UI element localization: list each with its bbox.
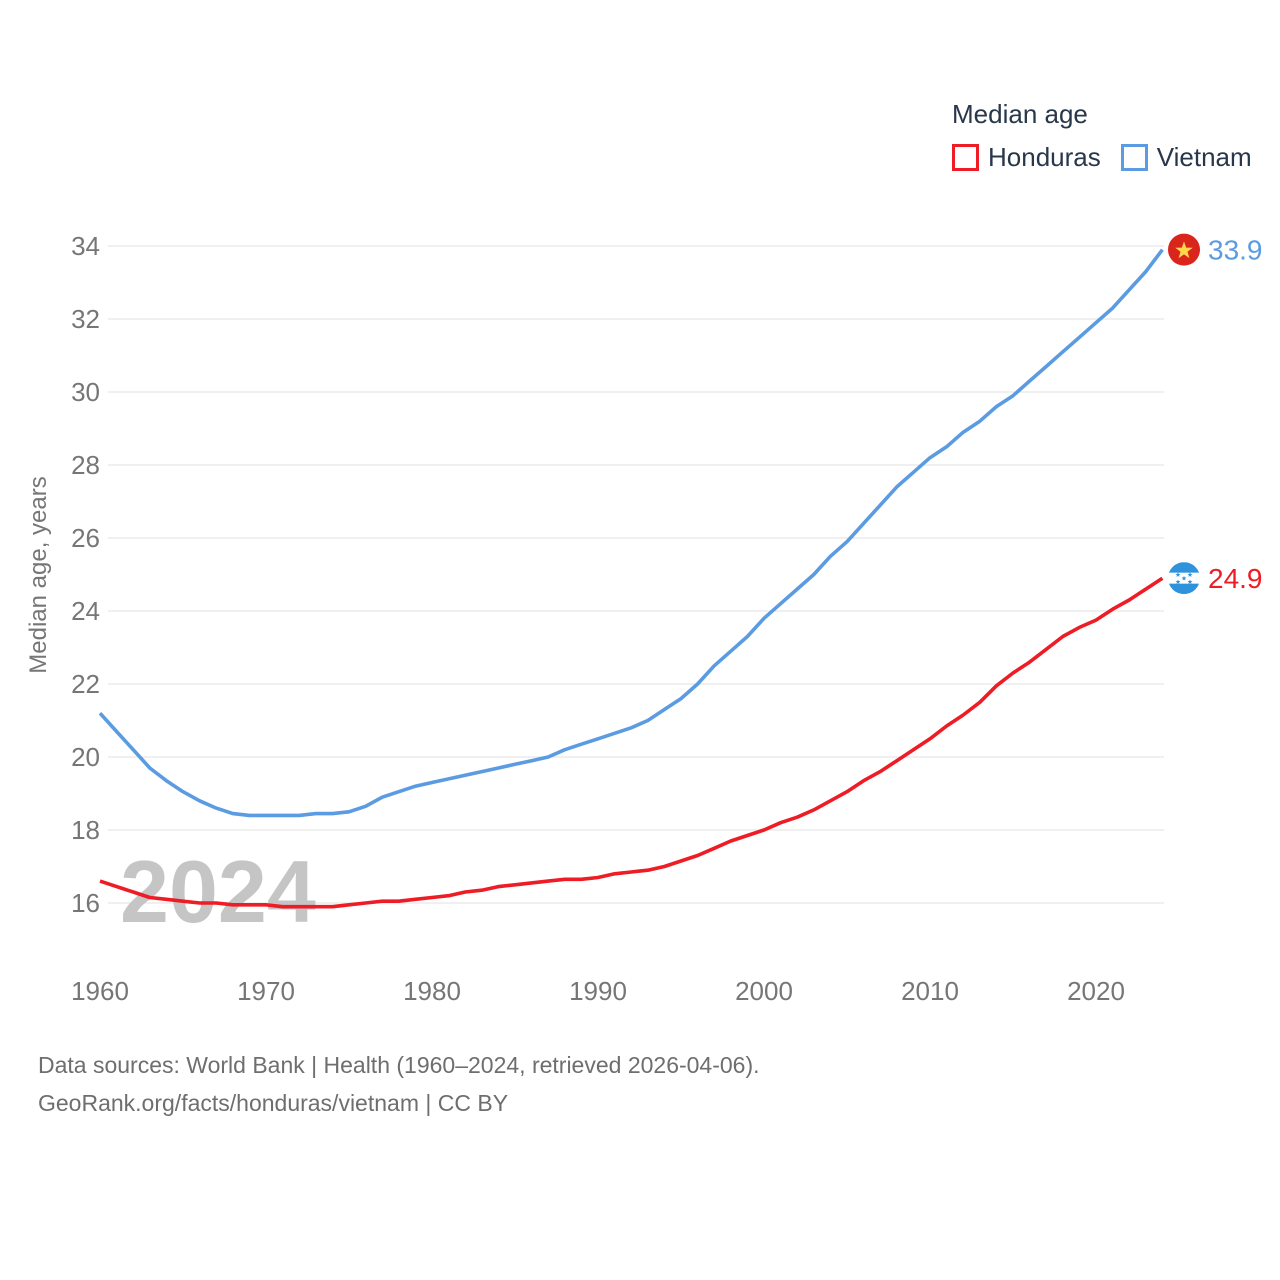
footer-data-sources: Data sources: World Bank | Health (1960–… xyxy=(38,1052,760,1078)
y-tick-label: 22 xyxy=(71,669,100,699)
footer: Data sources: World Bank | Health (1960–… xyxy=(38,1046,760,1122)
y-tick-label: 18 xyxy=(71,815,100,845)
legend-item-label: Vietnam xyxy=(1156,142,1252,172)
y-tick-label: 32 xyxy=(71,304,100,334)
y-tick-label: 26 xyxy=(71,523,100,553)
honduras-swatch-icon xyxy=(952,144,979,171)
legend-item-honduras[interactable]: Honduras xyxy=(952,142,1101,173)
legend: Median age Honduras Vietnam xyxy=(952,100,1252,173)
legend-title: Median age xyxy=(952,99,1088,129)
x-tick-label: 2000 xyxy=(735,976,793,1006)
watermark: 2024 xyxy=(120,842,316,941)
y-tick-label: 34 xyxy=(71,231,100,261)
honduras-line[interactable] xyxy=(99,576,1164,909)
vietnam-line[interactable] xyxy=(98,248,1164,818)
x-tick-label: 2020 xyxy=(1067,976,1125,1006)
y-tick-label: 20 xyxy=(71,742,100,772)
y-tick-label: 16 xyxy=(71,888,100,918)
x-tick-label: 1970 xyxy=(237,976,295,1006)
x-tick-label: 1990 xyxy=(569,976,627,1006)
y-tick-label: 28 xyxy=(71,450,100,480)
honduras-end-value: 24.9 xyxy=(1208,563,1263,594)
legend-items: Honduras Vietnam xyxy=(952,142,1252,173)
vietnam-end-value: 33.9 xyxy=(1208,235,1263,266)
x-tick-label: 1960 xyxy=(71,976,129,1006)
vietnam-swatch-icon xyxy=(1120,144,1148,171)
x-tick-label: 1980 xyxy=(403,976,461,1006)
y-axis-title: Median age, years xyxy=(25,476,52,673)
legend-item-vietnam[interactable]: Vietnam xyxy=(1120,142,1252,173)
y-tick-label: 24 xyxy=(71,596,100,626)
legend-item-label: Honduras xyxy=(988,142,1101,172)
x-tick-label: 2010 xyxy=(901,976,959,1006)
honduras-flag-icon xyxy=(1168,562,1200,595)
vietnam-flag-icon xyxy=(1168,233,1200,266)
footer-attribution: GeoRank.org/facts/honduras/vietnam | CC … xyxy=(38,1090,509,1116)
y-tick-label: 30 xyxy=(71,377,100,407)
